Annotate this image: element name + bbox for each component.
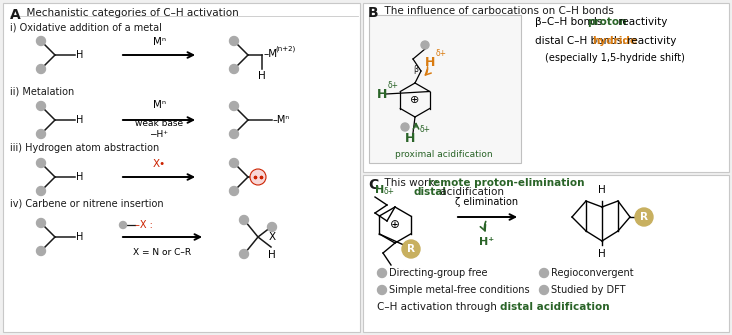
Circle shape — [37, 37, 45, 46]
Text: reactivity: reactivity — [624, 36, 676, 46]
Text: C–H activation through: C–H activation through — [377, 302, 500, 312]
Text: H: H — [405, 132, 415, 144]
FancyBboxPatch shape — [369, 15, 521, 163]
Text: (n+2): (n+2) — [275, 46, 295, 52]
Text: H: H — [76, 50, 83, 60]
Circle shape — [230, 37, 239, 46]
Text: H: H — [375, 185, 384, 195]
FancyBboxPatch shape — [363, 175, 729, 332]
Text: –M: –M — [263, 49, 277, 59]
Circle shape — [402, 240, 420, 258]
Text: –X :: –X : — [135, 220, 153, 230]
Circle shape — [37, 247, 45, 256]
Text: Mⁿ: Mⁿ — [152, 37, 165, 47]
FancyBboxPatch shape — [3, 3, 360, 332]
Circle shape — [230, 65, 239, 73]
Text: C: C — [368, 178, 378, 192]
Text: acidification: acidification — [437, 187, 504, 197]
Circle shape — [230, 102, 239, 111]
Text: ⊕: ⊕ — [411, 95, 419, 105]
Text: The influence of carbocations on C–H bonds: The influence of carbocations on C–H bon… — [378, 6, 614, 16]
Text: β–C–H bonds:: β–C–H bonds: — [535, 17, 609, 27]
Text: reactivity: reactivity — [615, 17, 668, 27]
Text: R: R — [640, 212, 648, 222]
Circle shape — [539, 285, 548, 294]
Text: δ+: δ+ — [384, 187, 395, 196]
Circle shape — [37, 187, 45, 196]
Text: hydride: hydride — [592, 36, 637, 46]
Circle shape — [37, 158, 45, 168]
Text: −H⁺: −H⁺ — [149, 130, 168, 139]
Text: proton: proton — [587, 17, 627, 27]
Circle shape — [378, 285, 386, 294]
Text: Directing-group free: Directing-group free — [389, 268, 488, 278]
Circle shape — [230, 158, 239, 168]
Circle shape — [539, 268, 548, 277]
Text: δ+: δ+ — [436, 50, 447, 59]
Text: distal acidification: distal acidification — [500, 302, 610, 312]
Circle shape — [37, 130, 45, 138]
Text: weak base: weak base — [135, 119, 183, 128]
Text: ii) Metalation: ii) Metalation — [10, 86, 74, 96]
FancyBboxPatch shape — [363, 3, 729, 172]
Text: H: H — [598, 185, 606, 195]
Circle shape — [239, 215, 248, 224]
Text: Regioconvergent: Regioconvergent — [551, 268, 634, 278]
Text: Mechanistic categories of C–H activation: Mechanistic categories of C–H activation — [20, 8, 239, 18]
Text: A: A — [10, 8, 20, 22]
Text: –Mⁿ: –Mⁿ — [273, 115, 291, 125]
Circle shape — [401, 123, 409, 131]
Circle shape — [119, 221, 127, 228]
Text: distal: distal — [413, 187, 446, 197]
Text: R: R — [407, 244, 415, 254]
Circle shape — [37, 102, 45, 111]
Text: δ+: δ+ — [420, 126, 431, 134]
Text: distal C–H bonds:: distal C–H bonds: — [535, 36, 629, 46]
Text: This work:: This work: — [378, 178, 441, 188]
Text: H: H — [76, 232, 83, 242]
Circle shape — [37, 218, 45, 227]
Circle shape — [250, 169, 266, 185]
Text: H: H — [268, 250, 276, 260]
Text: H: H — [598, 249, 606, 259]
Circle shape — [267, 222, 277, 231]
Text: H: H — [425, 56, 436, 68]
Text: X•: X• — [152, 159, 165, 169]
Text: i) Oxidative addition of a metal: i) Oxidative addition of a metal — [10, 22, 162, 32]
Text: Mⁿ: Mⁿ — [152, 100, 165, 110]
Text: β: β — [414, 65, 419, 73]
Text: (especially 1,5-hydride shift): (especially 1,5-hydride shift) — [545, 53, 685, 63]
Text: H: H — [377, 88, 387, 102]
Circle shape — [239, 250, 248, 259]
Circle shape — [37, 65, 45, 73]
Text: X = N or C–R: X = N or C–R — [133, 248, 191, 257]
Text: iii) Hydrogen atom abstraction: iii) Hydrogen atom abstraction — [10, 143, 160, 153]
Circle shape — [635, 208, 653, 226]
Text: H: H — [258, 71, 266, 81]
Text: H: H — [76, 172, 83, 182]
Text: remote proton-elimination: remote proton-elimination — [428, 178, 584, 188]
Text: iv) Carbene or nitrene insertion: iv) Carbene or nitrene insertion — [10, 199, 164, 209]
Text: H⁺: H⁺ — [479, 237, 495, 247]
Text: Studied by DFT: Studied by DFT — [551, 285, 626, 295]
Text: H: H — [76, 115, 83, 125]
Circle shape — [378, 268, 386, 277]
Text: Simple metal-free conditions: Simple metal-free conditions — [389, 285, 530, 295]
Text: B: B — [368, 6, 378, 20]
Text: δ+: δ+ — [388, 81, 399, 90]
Circle shape — [230, 130, 239, 138]
Text: X: X — [269, 232, 276, 242]
Text: proximal acidification: proximal acidification — [395, 150, 493, 159]
Text: ⊕: ⊕ — [390, 218, 400, 231]
Text: ζ elimination: ζ elimination — [455, 197, 518, 207]
Circle shape — [230, 187, 239, 196]
Circle shape — [421, 41, 429, 49]
